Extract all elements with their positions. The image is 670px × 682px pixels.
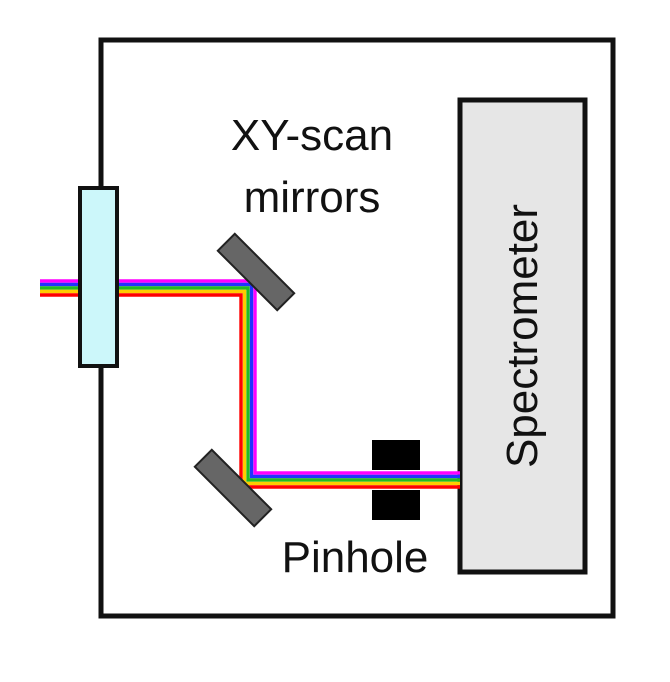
spectrometer-label: Spectrometer bbox=[498, 204, 547, 468]
scan-mirrors-label-line1: XY-scan bbox=[231, 111, 393, 160]
pinhole-lower-block bbox=[372, 490, 420, 520]
beam-blue bbox=[40, 282, 460, 479]
scan-mirror-upper bbox=[216, 232, 296, 312]
entrance-window bbox=[78, 186, 119, 368]
scan-mirrors-label-line2: mirrors bbox=[244, 173, 381, 222]
pinhole-upper-block bbox=[372, 440, 420, 470]
pinhole-label: Pinhole bbox=[282, 533, 429, 582]
beam-magenta bbox=[40, 279, 460, 475]
beam-yellow bbox=[40, 289, 460, 486]
spectrometer-box bbox=[457, 97, 588, 575]
scan-mirror-lower bbox=[193, 448, 273, 528]
light-beam bbox=[40, 279, 460, 489]
beam-green bbox=[40, 286, 460, 482]
beam-red bbox=[40, 293, 460, 489]
